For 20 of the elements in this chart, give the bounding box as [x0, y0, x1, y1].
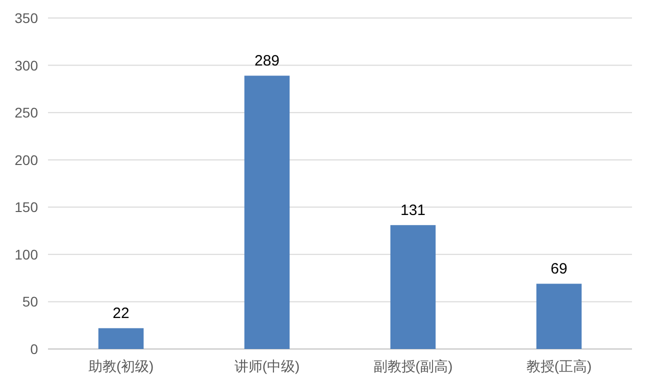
data-label: 131: [400, 202, 426, 220]
y-tick-label: 200: [14, 152, 38, 168]
bar: [98, 328, 144, 349]
y-tick-label: 50: [22, 294, 38, 310]
y-tick-label: 250: [14, 104, 38, 121]
x-tick-label: 教授(正高): [526, 358, 592, 374]
data-label: 22: [112, 305, 130, 322]
bar: [244, 76, 290, 349]
x-tick-label: 讲师(中级): [234, 358, 300, 374]
y-tick-label: 100: [14, 246, 38, 262]
x-tick-label: 副教授(副高): [373, 358, 453, 374]
bar: [536, 284, 582, 349]
y-tick-label: 300: [14, 57, 38, 74]
y-tick-label: 0: [30, 341, 38, 357]
y-tick-label: 150: [14, 199, 38, 216]
x-tick-label: 助教(初级): [88, 358, 154, 374]
y-tick-label: 350: [14, 10, 38, 26]
data-label: 289: [254, 52, 280, 70]
bar: [390, 225, 436, 349]
data-label: 69: [550, 260, 568, 278]
